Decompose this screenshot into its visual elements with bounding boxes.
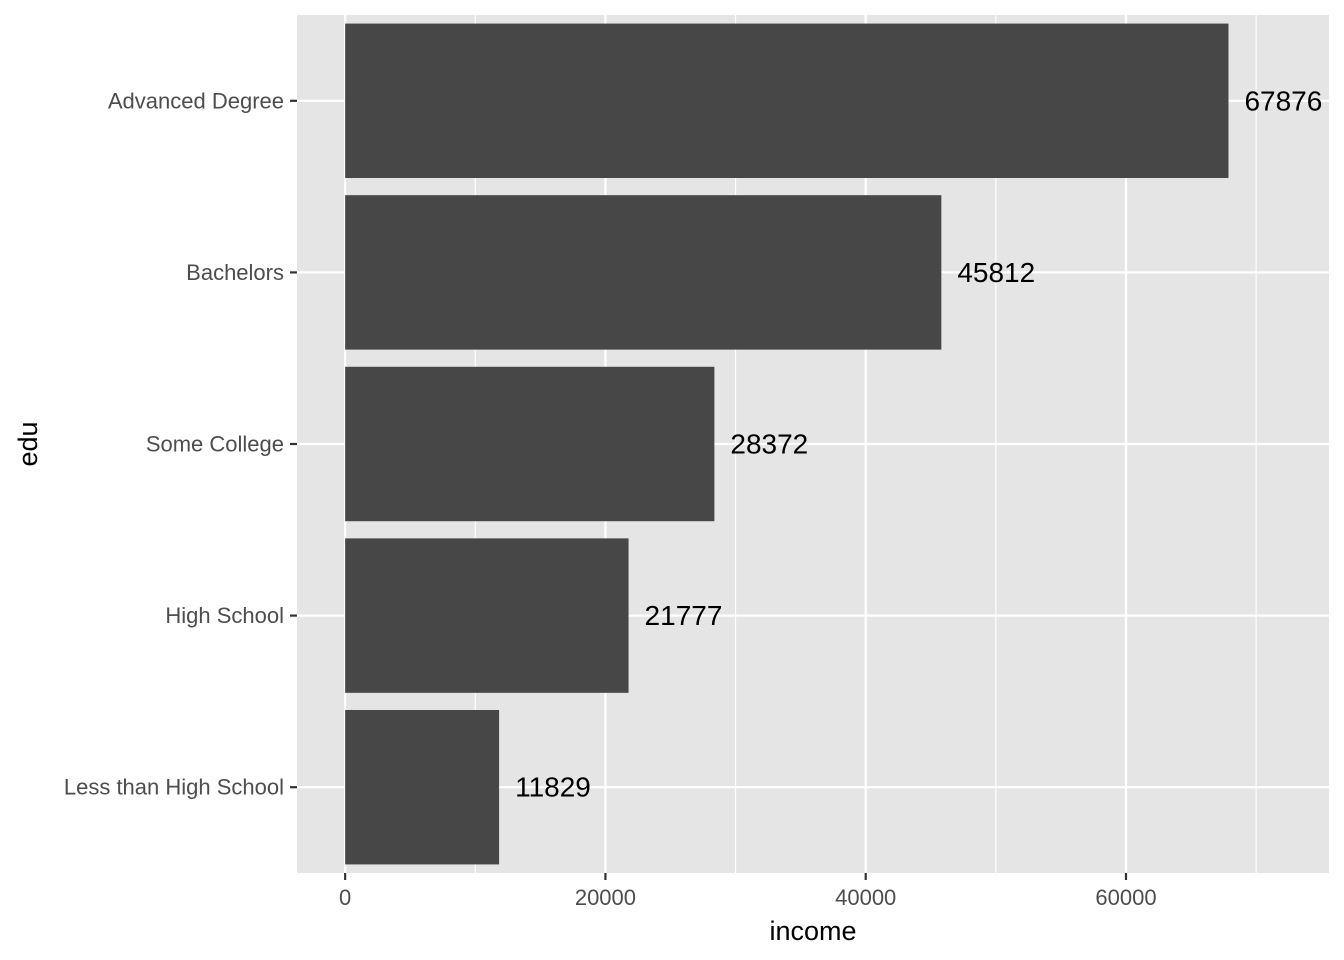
bar-0	[345, 709, 500, 865]
y-axis: Less than High School High School Some Col…	[64, 88, 297, 800]
x-tick-label-0: 0	[339, 885, 351, 910]
data-label-0: 11829	[515, 772, 591, 803]
y-tick-label-4: Advanced Degree	[108, 88, 284, 113]
x-tick-label-2: 40000	[835, 885, 896, 910]
data-label-3: 45812	[957, 257, 1035, 288]
x-tick-label-1: 20000	[575, 885, 636, 910]
bar-2	[345, 366, 715, 522]
bar-4	[345, 23, 1229, 179]
x-tick-label-3: 60000	[1095, 885, 1156, 910]
y-tick-label-2: Some College	[146, 432, 284, 457]
bar-1	[345, 538, 629, 693]
bars	[345, 23, 1229, 865]
y-tick-label-0: Less than High School	[64, 775, 284, 800]
data-label-2: 28372	[730, 429, 808, 460]
x-axis: 0 20000 40000 60000	[339, 873, 1157, 910]
y-axis-title: edu	[13, 421, 43, 466]
y-tick-label-3: Bachelors	[186, 260, 284, 285]
y-tick-label-1: High School	[165, 603, 284, 628]
data-labels: 11829 21777 28372 45812 67876	[515, 85, 1322, 802]
x-axis-title: income	[769, 916, 856, 946]
bar-3	[345, 195, 942, 350]
data-label-4: 67876	[1244, 85, 1322, 116]
data-label-1: 21777	[645, 600, 723, 631]
